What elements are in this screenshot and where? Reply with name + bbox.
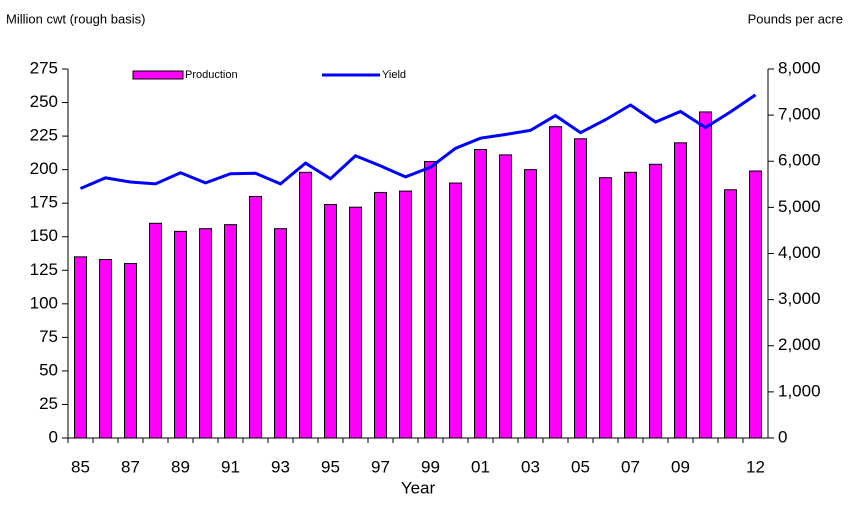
bar	[499, 154, 512, 439]
bar	[374, 191, 387, 439]
bar	[424, 161, 437, 439]
x-tick-label: 91	[221, 457, 240, 476]
x-tick-label: 85	[71, 457, 90, 476]
bar	[124, 263, 137, 439]
y2-tick-label: 5,000	[778, 197, 821, 216]
bar	[449, 182, 462, 439]
x-tick-label: 99	[421, 457, 440, 476]
legend-label: Production	[185, 69, 238, 81]
y2-tick-label: 8,000	[778, 58, 821, 77]
y2-tick-label: 0	[778, 427, 787, 446]
bar	[224, 224, 237, 439]
y2-tick-label: 1,000	[778, 381, 821, 400]
bar	[474, 149, 487, 439]
x-axis-label: Year	[401, 478, 436, 497]
legend-label: Yield	[382, 69, 406, 81]
x-tick-label: 89	[171, 457, 190, 476]
bar	[724, 189, 737, 439]
bar	[249, 195, 262, 439]
x-tick-label: 93	[271, 457, 290, 476]
bar	[524, 169, 537, 439]
bar	[299, 171, 312, 439]
y-tick-label: 125	[30, 260, 58, 279]
x-tick-label: 05	[571, 457, 590, 476]
bar	[574, 138, 587, 439]
bar	[149, 222, 162, 439]
y-tick-label: 275	[30, 58, 58, 77]
y-tick-label: 250	[30, 92, 58, 111]
x-tick-label: 95	[321, 457, 340, 476]
y-tick-label: 50	[39, 360, 58, 379]
legend-swatch	[132, 70, 184, 80]
bar	[274, 228, 287, 439]
y-tick-label: 0	[49, 427, 58, 446]
x-tick-label: 07	[621, 457, 640, 476]
y-tick-label: 100	[30, 293, 58, 312]
y-tick-label: 150	[30, 226, 58, 245]
bar	[399, 190, 412, 439]
bar	[749, 170, 762, 439]
y2-tick-label: 7,000	[778, 105, 821, 124]
bar	[324, 204, 337, 439]
line	[79, 93, 757, 190]
x-tick-label: 12	[746, 457, 765, 476]
y2-tick-label: 2,000	[778, 335, 821, 354]
y-axis-label: Million cwt (rough basis)	[6, 11, 145, 26]
x-tick-label: 97	[371, 457, 390, 476]
y2-tick-label: 4,000	[778, 243, 821, 262]
bar	[649, 163, 662, 439]
bar	[199, 228, 212, 439]
bar	[624, 171, 637, 439]
y-tick-label: 75	[39, 327, 58, 346]
bar	[549, 126, 562, 439]
bar	[674, 142, 687, 439]
bar	[74, 256, 87, 439]
x-tick-label: 03	[521, 457, 540, 476]
x-tick-label: 87	[121, 457, 140, 476]
bar	[174, 230, 187, 439]
y2-tick-label: 6,000	[778, 151, 821, 170]
bar	[699, 111, 712, 439]
bar	[349, 206, 362, 439]
y-tick-label: 25	[39, 394, 58, 413]
y-tick-label: 225	[30, 126, 58, 145]
y2-axis-label: Pounds per acre	[748, 11, 843, 26]
y-tick-label: 175	[30, 193, 58, 212]
x-tick-label: 09	[671, 457, 690, 476]
bar	[599, 177, 612, 439]
bar	[99, 259, 112, 439]
y-tick-label: 200	[30, 159, 58, 178]
x-tick-label: 01	[471, 457, 490, 476]
y2-tick-label: 3,000	[778, 289, 821, 308]
